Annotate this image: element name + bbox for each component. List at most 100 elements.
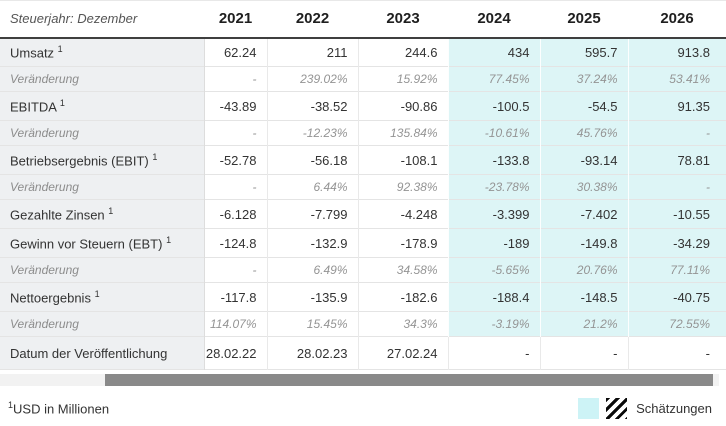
table-cell: 53.41% (627, 66, 726, 92)
table-cell: 37.24% (539, 66, 628, 92)
table-cell: - (203, 257, 267, 283)
table-body: Umsatz 1 62.24 211 244.6 434 595.7 913.8 Veränd… (0, 37, 726, 370)
table-cell: 21.2% (539, 311, 628, 337)
table-cell: -100.5 (447, 91, 540, 121)
table-cell: -40.75 (627, 282, 726, 312)
estimate-hatch-swatch (606, 398, 628, 419)
table-cell: -7.799 (266, 199, 358, 229)
table-cell: -5.65% (447, 257, 540, 283)
table-cell: 6.49% (266, 257, 358, 283)
row-label: Veränderung (0, 174, 205, 200)
table-cell: -23.78% (447, 174, 540, 200)
row-label: Veränderung (0, 311, 205, 337)
table-cell: 114.07% (203, 311, 267, 337)
table-cell: 77.11% (627, 257, 726, 283)
table-cell: -43.89 (203, 91, 267, 121)
footnote-marker: 1 (152, 151, 158, 162)
table-cell: -108.1 (357, 145, 448, 175)
table-footer: 1USD in Millionen Schätzungen (0, 398, 726, 419)
table-cell: 6.44% (266, 174, 358, 200)
table-cell: -90.86 (357, 91, 448, 121)
footnote-marker: 1 (166, 234, 172, 245)
table-cell: 77.45% (447, 66, 540, 92)
footnote-marker: 1 (57, 44, 63, 55)
table-cell: -124.8 (203, 228, 267, 258)
footnote-marker: 1 (8, 400, 14, 411)
table-cell: 15.45% (266, 311, 358, 337)
table-row: Datum der Veröffentlichung 28.02.22 28.02.… (0, 336, 726, 370)
footnote-marker: 1 (94, 288, 100, 299)
table-cell: 244.6 (357, 37, 448, 67)
row-label: Veränderung (0, 66, 205, 92)
row-label: Veränderung (0, 120, 205, 146)
table-cell: -34.29 (627, 228, 726, 258)
table-cell: 135.84% (357, 120, 448, 146)
table-cell: -54.5 (539, 91, 628, 121)
table-cell: 34.58% (357, 257, 448, 283)
table-cell: -188.4 (447, 282, 540, 312)
table-cell: -178.9 (357, 228, 448, 258)
table-cell: -38.52 (266, 91, 358, 121)
footnote-text: USD in Millionen (13, 401, 110, 417)
table-cell: - (627, 336, 726, 370)
table-row: Nettoergebnis 1 -117.8 -135.9 -182.6 -188.4-… (0, 282, 726, 312)
table-row: Veränderung 114.07% 15.45% 34.3% -3.19% 21.2%… (0, 311, 726, 337)
table-cell: - (203, 66, 267, 92)
table-cell: 45.76% (539, 120, 628, 146)
table-cell: 434 (447, 37, 540, 67)
table-cell: 34.3% (357, 311, 448, 337)
table-row: Veränderung -6.44% 92.38% -23.78% 30.38% - (0, 174, 726, 200)
table-cell: 913.8 (627, 37, 726, 67)
column-header-2021: 2021 (218, 10, 253, 28)
table-cell: -133.8 (447, 145, 540, 175)
table-cell: 28.02.23 (266, 336, 358, 370)
table-cell: -3.399 (447, 199, 540, 229)
table-cell: -56.18 (266, 145, 358, 175)
table-cell: -4.248 (357, 199, 448, 229)
table-cell: -117.8 (203, 282, 267, 312)
row-label: Umsatz 1 (0, 37, 205, 67)
table-cell: 78.81 (627, 145, 726, 175)
table-cell: -10.61% (447, 120, 540, 146)
table-cell: 211 (266, 37, 358, 67)
table-row: Veränderung -239.02% 15.92% 77.45% 37.24% 53.… (0, 66, 726, 92)
table-cell: -132.9 (266, 228, 358, 258)
estimate-color-swatch (578, 398, 600, 419)
financial-estimates-table: Steuerjahr: Dezember 2021 2022 2023 2024 202… (0, 0, 726, 370)
table-row: Gezahlte Zinsen 1 -6.128 -7.799 -4.248 -3.39… (0, 199, 726, 229)
table-row: EBITDA 1 -43.89 -38.52 -90.86 -100.5 -54.5 91.… (0, 91, 726, 121)
table-cell: 595.7 (539, 37, 628, 67)
table-header-row: Steuerjahr: Dezember 2021 2022 2023 2024 202… (0, 1, 726, 38)
table-cell: 30.38% (539, 174, 628, 200)
column-header-2022: 2022 (295, 10, 330, 28)
row-label: Gewinn vor Steuern (EBT) 1 (0, 228, 205, 258)
legend-label: Schätzungen (636, 401, 712, 416)
horizontal-scrollbar-thumb[interactable] (105, 374, 713, 386)
column-header-2024: 2024 (477, 10, 511, 28)
table-cell: 27.02.24 (357, 336, 448, 370)
table-cell: 72.55% (627, 311, 726, 337)
table-cell: 62.24 (203, 37, 267, 67)
table-cell: -12.23% (266, 120, 358, 146)
table-cell: -149.8 (539, 228, 628, 258)
footnote-marker: 1 (108, 205, 114, 216)
table-row: Veränderung -6.49% 34.58% -5.65% 20.76% 77.11… (0, 257, 726, 283)
estimates-legend: Schätzungen (578, 398, 712, 419)
column-header-2026: 2026 (660, 10, 694, 28)
table-cell: - (627, 120, 726, 146)
table-cell: - (203, 174, 267, 200)
table-cell: - (203, 120, 267, 146)
row-label: Betriebsergebnis (EBIT) 1 (0, 145, 205, 175)
column-header-2025: 2025 (567, 10, 601, 28)
footnote-marker: 1 (59, 97, 65, 108)
table-cell: 28.02.22 (203, 336, 267, 370)
table-cell: -148.5 (539, 282, 628, 312)
horizontal-scrollbar-track[interactable] (0, 374, 719, 386)
table-cell: 15.92% (357, 66, 448, 92)
row-label: EBITDA 1 (0, 91, 205, 121)
fiscal-year-title: Steuerjahr: Dezember (10, 11, 138, 27)
row-label: Gezahlte Zinsen 1 (0, 199, 205, 229)
table-cell: 20.76% (539, 257, 628, 283)
table-cell: -7.402 (539, 199, 628, 229)
table-cell: -93.14 (539, 145, 628, 175)
